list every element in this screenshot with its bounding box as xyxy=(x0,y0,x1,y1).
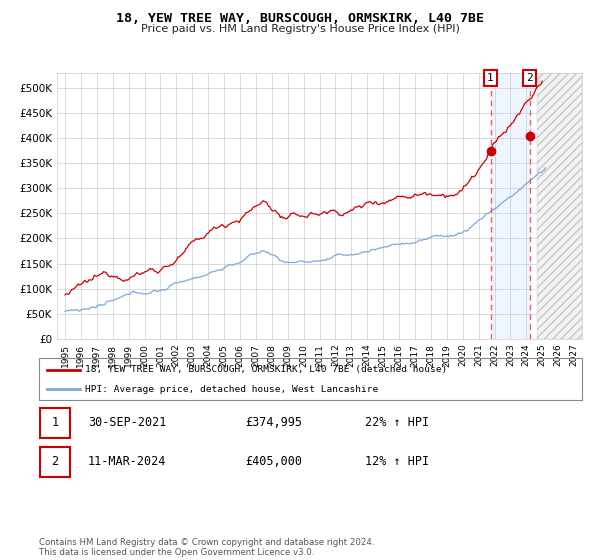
Bar xyxy=(538,73,582,339)
Text: 18, YEW TREE WAY, BURSCOUGH, ORMSKIRK, L40 7BE: 18, YEW TREE WAY, BURSCOUGH, ORMSKIRK, L… xyxy=(116,12,484,25)
Text: 11-MAR-2024: 11-MAR-2024 xyxy=(88,455,166,468)
Text: 2: 2 xyxy=(51,455,58,468)
Text: 1: 1 xyxy=(51,416,58,429)
Text: Price paid vs. HM Land Registry's House Price Index (HPI): Price paid vs. HM Land Registry's House … xyxy=(140,24,460,34)
Text: Contains HM Land Registry data © Crown copyright and database right 2024.
This d: Contains HM Land Registry data © Crown c… xyxy=(39,538,374,557)
Text: £405,000: £405,000 xyxy=(245,455,302,468)
Text: 12% ↑ HPI: 12% ↑ HPI xyxy=(365,455,429,468)
Text: 1: 1 xyxy=(487,73,494,83)
Text: 18, YEW TREE WAY, BURSCOUGH, ORMSKIRK, L40 7BE (detached house): 18, YEW TREE WAY, BURSCOUGH, ORMSKIRK, L… xyxy=(85,365,448,374)
Text: £374,995: £374,995 xyxy=(245,416,302,429)
Text: 2: 2 xyxy=(526,73,533,83)
Text: HPI: Average price, detached house, West Lancashire: HPI: Average price, detached house, West… xyxy=(85,385,379,394)
Bar xyxy=(538,73,582,339)
Text: 22% ↑ HPI: 22% ↑ HPI xyxy=(365,416,429,429)
Bar xyxy=(491,73,530,339)
Text: 30-SEP-2021: 30-SEP-2021 xyxy=(88,416,166,429)
